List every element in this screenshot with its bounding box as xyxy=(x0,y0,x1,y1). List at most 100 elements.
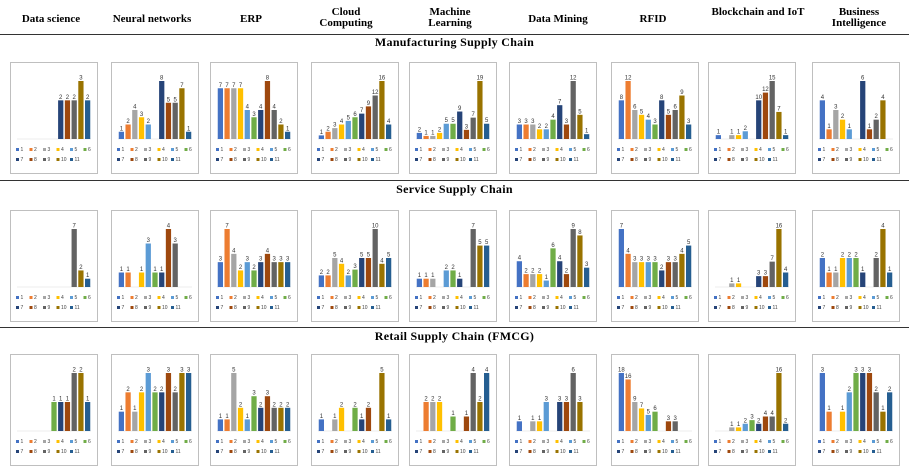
chart-panel: 2 1 1 2 2 2 1 2 4 1 1 2 3 4 5 6 7 8 9 10 11 xyxy=(812,210,900,322)
legend-label: 11 xyxy=(676,449,681,455)
bar-value-label: 2 xyxy=(79,368,83,374)
bar xyxy=(769,416,775,431)
legend-swatch xyxy=(714,306,717,309)
bar-value-label: 1 xyxy=(126,267,130,273)
bar-value-label: 12 xyxy=(570,76,577,82)
legend-label: 1 xyxy=(520,439,523,445)
legend-label: 1 xyxy=(622,147,625,153)
legend-swatch xyxy=(754,158,758,161)
legend-label: 11 xyxy=(75,449,80,455)
bar-value-label: 1 xyxy=(120,126,124,132)
bar xyxy=(172,243,178,287)
legend-label: 4 xyxy=(261,295,264,301)
bar-value-label: 1 xyxy=(784,130,788,136)
legend-label: 1 xyxy=(622,439,625,445)
bar xyxy=(64,402,71,431)
bar xyxy=(271,262,277,287)
bar-value-label: 3 xyxy=(633,257,637,263)
legend-label: 8 xyxy=(533,449,536,455)
legend-swatch xyxy=(270,296,273,299)
legend-swatch xyxy=(43,306,46,309)
bar xyxy=(338,124,345,139)
legend-label: 4 xyxy=(863,295,866,301)
bar xyxy=(132,110,138,139)
bar xyxy=(632,110,638,139)
bar-value-label: 7 xyxy=(777,106,781,112)
legend-label: 5 xyxy=(275,295,278,301)
bar xyxy=(285,262,291,287)
legend-label: 8 xyxy=(234,305,237,311)
bar xyxy=(78,81,84,139)
bar-value-label: 7 xyxy=(472,224,476,230)
bar xyxy=(352,269,358,287)
legend-label: 1 xyxy=(420,439,423,445)
legend-swatch xyxy=(644,450,647,453)
bar xyxy=(715,135,721,139)
bar xyxy=(826,272,832,287)
bar xyxy=(645,119,651,139)
legend-swatch xyxy=(528,296,532,299)
bar xyxy=(217,262,223,287)
bar-value-label: 12 xyxy=(372,90,379,96)
bar-value-label: 2 xyxy=(848,387,852,393)
legend-label: 11 xyxy=(376,157,381,163)
legend-swatch xyxy=(157,296,161,299)
legend-swatch xyxy=(885,440,889,443)
legend-label: 7 xyxy=(823,157,826,163)
legend-swatch xyxy=(229,306,233,309)
legend-swatch xyxy=(630,440,634,443)
legend-swatch xyxy=(144,296,147,299)
legend-label: 5 xyxy=(574,295,577,301)
bar-value-label: 1 xyxy=(333,414,337,420)
legend-label: 2 xyxy=(732,295,735,301)
bar-value-label: 2 xyxy=(660,265,664,271)
legend-label: 4 xyxy=(759,439,762,445)
bar xyxy=(58,402,64,431)
legend-label: 11 xyxy=(474,305,479,311)
legend-label: 4 xyxy=(662,439,665,445)
legend-label: 8 xyxy=(635,305,638,311)
legend-swatch xyxy=(442,296,445,299)
bar xyxy=(523,124,529,139)
legend-swatch xyxy=(157,158,161,161)
bar-value-label: 5 xyxy=(667,109,671,115)
bar-value-label: 4 xyxy=(764,411,768,417)
bar-value-label: 5 xyxy=(451,118,455,124)
legend-swatch xyxy=(754,450,758,453)
bar-value-label: 3 xyxy=(252,391,256,397)
chart-panel: 1 1 2 3 2 4 4 16 2 1 2 3 4 5 6 7 8 9 10 11 xyxy=(708,354,796,466)
bar xyxy=(523,274,529,287)
bar-value-label: 1 xyxy=(538,416,542,422)
bar xyxy=(665,114,672,139)
legend-swatch xyxy=(330,148,334,151)
legend-swatch xyxy=(357,158,361,161)
legend-label: 3 xyxy=(248,295,251,301)
legend-label: 10 xyxy=(560,449,566,455)
legend-label: 8 xyxy=(234,449,237,455)
bar-value-label: 2 xyxy=(538,124,542,130)
bar-value-label: 5 xyxy=(687,240,691,246)
bar xyxy=(372,95,378,139)
bar xyxy=(231,253,237,287)
bar-value-label: 3 xyxy=(868,368,872,374)
bar xyxy=(138,272,145,287)
legend-swatch xyxy=(43,296,46,299)
bar-value-label: 5 xyxy=(333,253,337,259)
bar-value-label: 1 xyxy=(827,406,831,412)
legend-label: 3 xyxy=(746,439,749,445)
legend-swatch xyxy=(657,440,661,443)
legend-swatch xyxy=(256,158,260,161)
legend-label: 8 xyxy=(836,449,839,455)
legend-swatch xyxy=(569,450,572,453)
legend-label: 2 xyxy=(635,295,638,301)
legend-swatch xyxy=(29,296,33,299)
legend-label: 4 xyxy=(61,295,64,301)
legend-label: 2 xyxy=(635,147,638,153)
bar xyxy=(71,373,77,431)
legend-swatch xyxy=(818,158,821,161)
legend-swatch xyxy=(317,306,320,309)
bar-value-label: 5 xyxy=(367,253,371,259)
